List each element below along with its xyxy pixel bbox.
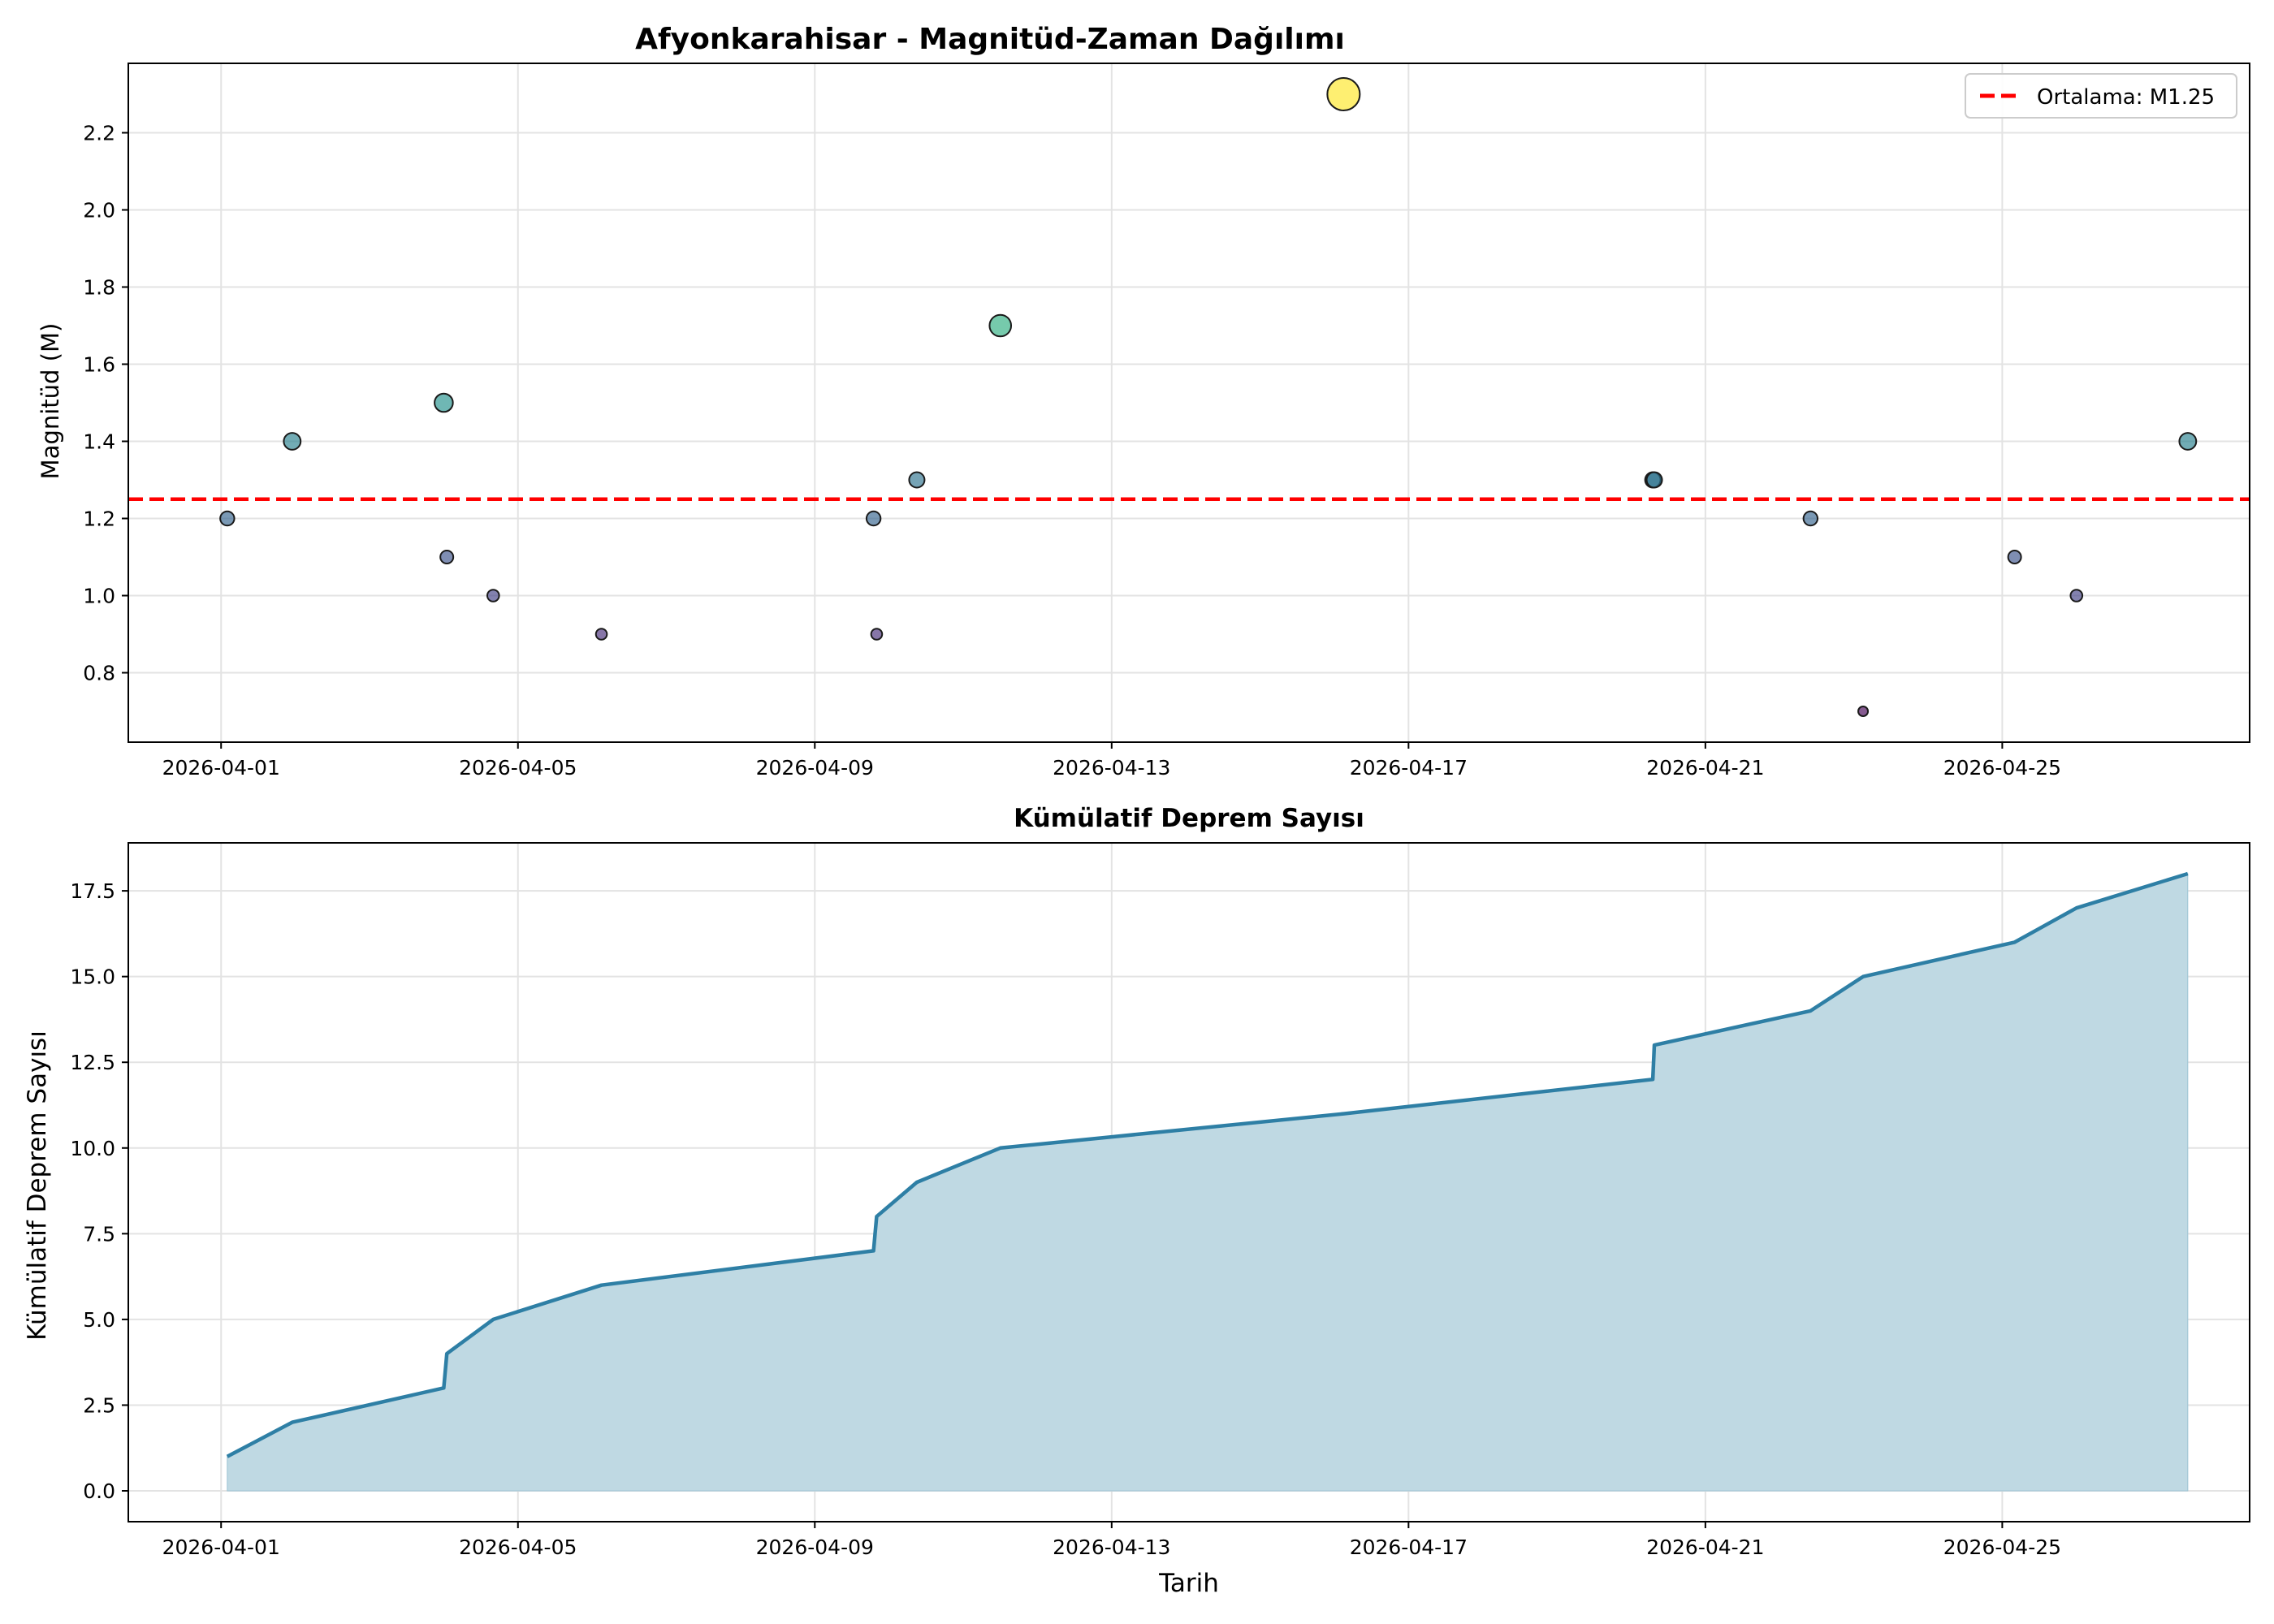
magnitude-y-tick-label: 1.0 bbox=[83, 585, 115, 608]
magnitude-point bbox=[1857, 706, 1870, 717]
magnitude-x-tick-label: 2026-04-17 bbox=[1350, 756, 1468, 780]
magnitude-point bbox=[2178, 432, 2198, 451]
magnitude-point bbox=[1645, 471, 1663, 489]
magnitude-x-tick-label: 2026-04-09 bbox=[756, 756, 874, 780]
magnitude-point bbox=[439, 550, 455, 564]
cumulative-x-tick-label: 2026-04-05 bbox=[459, 1535, 577, 1559]
magnitude-y-tick-label: 0.8 bbox=[83, 662, 115, 685]
magnitude-y-tick-label: 1.2 bbox=[83, 508, 115, 531]
magnitude-y-tick-label: 2.2 bbox=[83, 122, 115, 145]
magnitude-point bbox=[283, 432, 302, 451]
cumulative-y-ticks: 0.0 2.5 5.0 7.5 10.0 12.5 15.0 17.5 bbox=[70, 879, 128, 1503]
cumulative-y-tick-label: 5.0 bbox=[83, 1308, 115, 1332]
magnitude-x-tick-label: 2026-04-01 bbox=[162, 756, 280, 780]
magnitude-legend: Ortalama: M1.25 bbox=[1965, 73, 2237, 119]
magnitude-y-tick-label: 1.6 bbox=[83, 353, 115, 377]
magnitude-y-axis-label: Magnitüd (M) bbox=[37, 323, 64, 480]
magnitude-point bbox=[1802, 510, 1819, 527]
cumulative-y-tick-label: 7.5 bbox=[83, 1222, 115, 1246]
cumulative-x-axis-label: Tarih bbox=[1158, 1569, 1219, 1598]
cumulative-series bbox=[226, 871, 2189, 1492]
cumulative-y-tick-label: 10.0 bbox=[70, 1137, 115, 1160]
magnitude-point bbox=[988, 313, 1013, 338]
magnitude-x-tick-label: 2026-04-13 bbox=[1053, 756, 1170, 780]
cumulative-x-tick-label: 2026-04-17 bbox=[1350, 1535, 1468, 1559]
magnitude-time-panel: Afyonkarahisar - Magnitüd-Zaman Dağılımı… bbox=[37, 23, 2250, 780]
cumulative-x-ticks: 2026-04-01 2026-04-05 2026-04-09 2026-04-13… bbox=[162, 1522, 2061, 1559]
magnitude-point bbox=[486, 589, 500, 603]
cumulative-x-tick-label: 2026-04-25 bbox=[1943, 1535, 2061, 1559]
magnitude-y-tick-label: 1.4 bbox=[83, 430, 115, 454]
cumulative-count-panel: Kümülatif Deprem Sayısı Kümülatif Deprem… bbox=[23, 804, 2250, 1598]
cumulative-y-tick-label: 0.0 bbox=[83, 1479, 115, 1503]
magnitude-x-ticks: 2026-04-01 2026-04-05 2026-04-09 2026-04-13… bbox=[162, 742, 2061, 780]
magnitude-plot-frame bbox=[128, 63, 2250, 743]
cumulative-y-axis-label: Kümülatif Deprem Sayısı bbox=[23, 1030, 52, 1341]
magnitude-y-tick-label: 1.8 bbox=[83, 276, 115, 300]
magnitude-y-ticks: 0.8 1.0 1.2 1.4 1.6 1.8 2.0 2.2 bbox=[83, 122, 128, 685]
cumulative-x-tick-label: 2026-04-01 bbox=[162, 1535, 280, 1559]
magnitude-point bbox=[870, 628, 884, 641]
cumulative-y-tick-label: 12.5 bbox=[70, 1051, 115, 1074]
magnitude-point bbox=[219, 510, 236, 527]
magnitude-points bbox=[219, 77, 2198, 717]
cumulative-plot-frame bbox=[128, 842, 2250, 1522]
cumulative-y-tick-label: 17.5 bbox=[70, 879, 115, 903]
cumulative-x-tick-label: 2026-04-13 bbox=[1053, 1535, 1170, 1559]
magnitude-chart-title: Afyonkarahisar - Magnitüd-Zaman Dağılımı bbox=[635, 23, 1345, 56]
magnitude-point bbox=[2069, 589, 2084, 603]
magnitude-point bbox=[908, 471, 926, 489]
magnitude-x-tick-label: 2026-04-21 bbox=[1646, 756, 1764, 780]
magnitude-y-tick-label: 2.0 bbox=[83, 199, 115, 222]
magnitude-point bbox=[434, 392, 454, 413]
magnitude-point bbox=[2007, 550, 2022, 564]
magnitude-grid bbox=[128, 63, 2250, 742]
magnitude-x-tick-label: 2026-04-25 bbox=[1943, 756, 2061, 780]
cumulative-y-tick-label: 2.5 bbox=[83, 1393, 115, 1417]
magnitude-point bbox=[594, 628, 608, 641]
cumulative-x-tick-label: 2026-04-09 bbox=[756, 1535, 874, 1559]
magnitude-point bbox=[1326, 77, 1361, 111]
magnitude-x-tick-label: 2026-04-05 bbox=[459, 756, 577, 780]
cumulative-chart-title: Kümülatif Deprem Sayısı bbox=[1014, 804, 1364, 833]
cumulative-x-tick-label: 2026-04-21 bbox=[1646, 1535, 1764, 1559]
magnitude-point bbox=[865, 510, 882, 527]
legend-box bbox=[1965, 73, 2237, 119]
cumulative-y-tick-label: 15.0 bbox=[70, 965, 115, 989]
cumulative-line bbox=[226, 871, 2189, 1458]
legend-mean-label: Ortalama: M1.25 bbox=[2037, 85, 2215, 110]
